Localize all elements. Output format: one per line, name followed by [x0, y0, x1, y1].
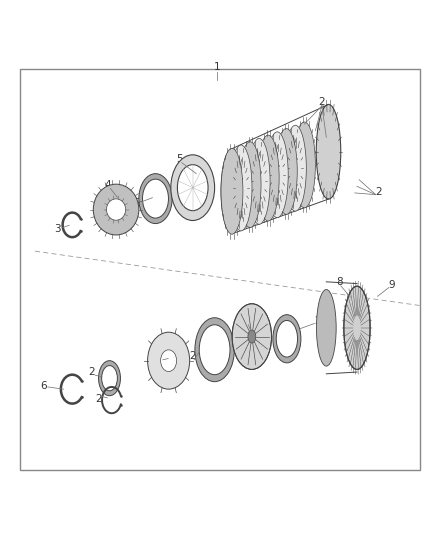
Text: 5: 5	[176, 154, 183, 164]
Ellipse shape	[316, 104, 341, 199]
Ellipse shape	[199, 325, 230, 375]
Ellipse shape	[195, 318, 234, 382]
Text: 1: 1	[244, 316, 251, 326]
Ellipse shape	[161, 350, 177, 372]
Ellipse shape	[344, 286, 370, 369]
Ellipse shape	[171, 155, 215, 221]
Text: 2: 2	[189, 351, 196, 361]
Ellipse shape	[276, 128, 297, 214]
Text: 1: 1	[213, 62, 220, 72]
Ellipse shape	[316, 289, 336, 366]
Ellipse shape	[139, 174, 172, 223]
Ellipse shape	[293, 122, 315, 208]
Ellipse shape	[221, 148, 243, 234]
Text: 2: 2	[375, 187, 382, 197]
Ellipse shape	[177, 165, 208, 211]
Ellipse shape	[273, 314, 301, 363]
Ellipse shape	[232, 304, 272, 369]
Text: 2: 2	[88, 367, 95, 377]
Ellipse shape	[276, 320, 297, 357]
Text: 2: 2	[318, 97, 325, 107]
Ellipse shape	[99, 361, 120, 395]
Ellipse shape	[248, 139, 270, 224]
Text: 2: 2	[134, 198, 141, 208]
Text: 8: 8	[336, 277, 343, 287]
Ellipse shape	[266, 132, 288, 217]
Text: 7: 7	[156, 353, 163, 364]
Ellipse shape	[142, 179, 169, 218]
Ellipse shape	[257, 135, 279, 221]
Text: 3: 3	[54, 224, 61, 235]
Ellipse shape	[221, 150, 243, 233]
Ellipse shape	[239, 142, 261, 228]
Ellipse shape	[248, 330, 256, 343]
Text: 4: 4	[104, 181, 111, 190]
Text: 2: 2	[314, 316, 321, 326]
Text: 6: 6	[40, 381, 47, 391]
Text: 2: 2	[95, 394, 102, 404]
Ellipse shape	[102, 366, 117, 391]
Ellipse shape	[230, 145, 252, 231]
Ellipse shape	[284, 125, 306, 211]
Ellipse shape	[148, 332, 190, 389]
Ellipse shape	[106, 199, 126, 220]
Ellipse shape	[93, 184, 139, 235]
Text: 9: 9	[389, 280, 396, 290]
